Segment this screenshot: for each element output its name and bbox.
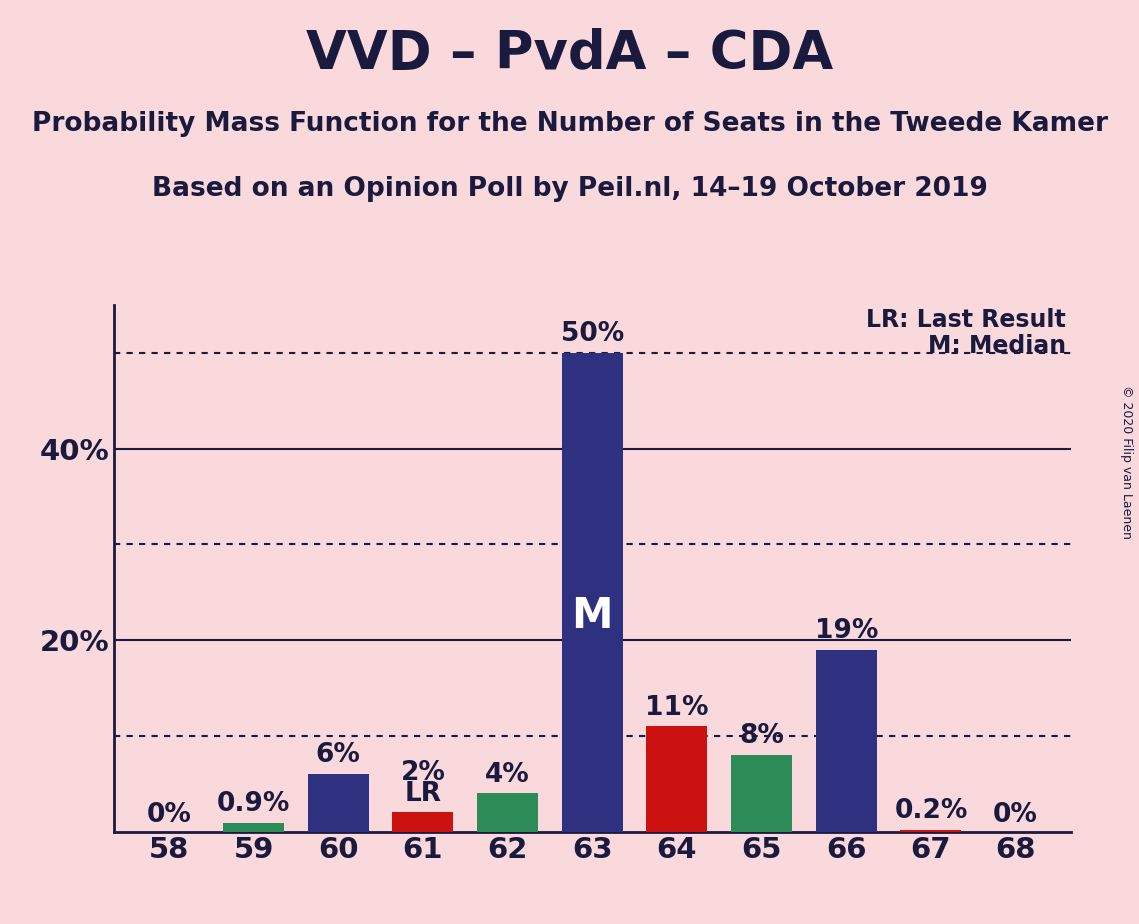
Bar (647, 726, 707, 832)
Text: 8%: 8% (739, 723, 784, 749)
Text: 19%: 19% (814, 618, 878, 644)
Bar (562, 353, 623, 832)
Text: 0%: 0% (993, 802, 1038, 828)
Text: M: M (572, 595, 613, 638)
Bar (393, 812, 453, 832)
Text: VVD – PvdA – CDA: VVD – PvdA – CDA (306, 28, 833, 79)
Bar (223, 823, 284, 832)
Text: 2%: 2% (401, 760, 445, 785)
Text: 4%: 4% (485, 761, 530, 787)
Text: © 2020 Filip van Laenen: © 2020 Filip van Laenen (1121, 385, 1133, 539)
Text: 0%: 0% (147, 802, 191, 828)
Bar (477, 794, 538, 832)
Text: LR: Last Result: LR: Last Result (866, 308, 1066, 332)
Bar (901, 830, 961, 832)
Bar (731, 755, 792, 832)
Bar (308, 774, 369, 832)
Bar (816, 650, 877, 832)
Text: M: Median: M: Median (928, 334, 1066, 358)
Text: 11%: 11% (645, 695, 708, 721)
Text: LR: LR (404, 781, 442, 807)
Text: 50%: 50% (560, 321, 624, 347)
Text: Based on an Opinion Poll by Peil.nl, 14–19 October 2019: Based on an Opinion Poll by Peil.nl, 14–… (151, 176, 988, 201)
Text: 6%: 6% (316, 742, 361, 769)
Text: 0.9%: 0.9% (216, 791, 290, 817)
Text: Probability Mass Function for the Number of Seats in the Tweede Kamer: Probability Mass Function for the Number… (32, 111, 1107, 137)
Text: 0.2%: 0.2% (894, 798, 968, 824)
